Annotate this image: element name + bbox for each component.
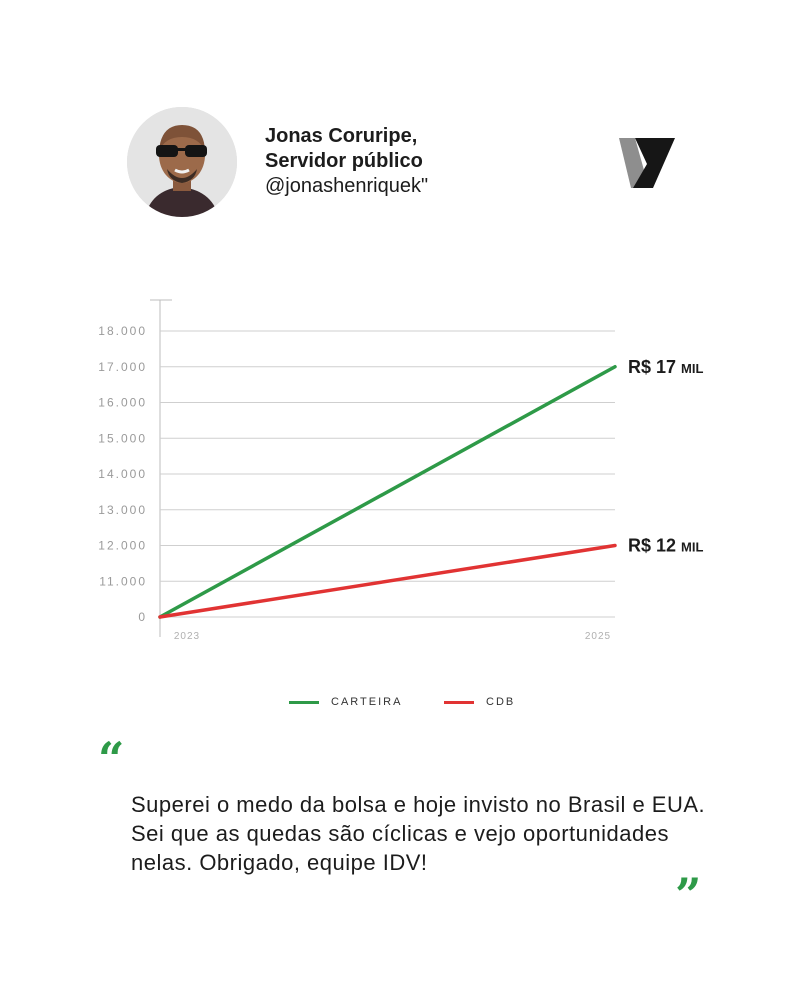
open-quote-icon: “ [98, 732, 125, 786]
profile-handle: @jonashenriquek" [265, 175, 429, 197]
legend-label-cdb: CDB [486, 696, 516, 708]
profile-role: Servidor público [265, 150, 423, 172]
end-value-label-cdb: R$ 12 MIL [628, 536, 703, 556]
legend-swatch-cdb [444, 700, 474, 704]
close-quote-icon: ” [675, 868, 702, 922]
legend-item-carteira: CARTEIRA [289, 696, 402, 708]
end-value-label-carteira: R$ 17 MIL [628, 357, 703, 377]
y-tick-label: 17.000 [98, 360, 147, 374]
y-tick-label: 13.000 [98, 503, 147, 517]
chart-legend: CARTEIRA CDB [0, 696, 801, 716]
y-tick-label: 11.000 [99, 574, 147, 588]
profile-block: Jonas Coruripe, Servidor público @jonash… [265, 124, 428, 199]
profile-name: Jonas Coruripe, [265, 125, 418, 147]
testimonial-text: Superei o medo da bolsa e hoje invisto n… [131, 792, 706, 875]
y-tick-label: 0 [138, 610, 147, 624]
legend-swatch-carteira [289, 700, 319, 704]
avatar-photo [127, 107, 237, 217]
legend-item-cdb: CDB [444, 696, 515, 708]
brand-logo-icon [619, 138, 675, 188]
avatar [127, 107, 237, 217]
y-tick-label: 12.000 [98, 539, 147, 553]
series-line-cdb [158, 543, 617, 619]
x-tick-label: 2025 [585, 631, 611, 642]
end-value-unit: MIL [681, 540, 703, 555]
legend-label-carteira: CARTEIRA [331, 696, 403, 708]
y-tick-label: 16.000 [98, 396, 147, 410]
x-tick-label: 2023 [174, 631, 200, 642]
y-tick-label: 15.000 [98, 431, 147, 445]
y-tick-label: 18.000 [98, 324, 147, 338]
line-chart: 18.000 17.000 16.000 15.000 14.000 13.000 12.0… [98, 299, 703, 642]
series-line-carteira [158, 365, 617, 619]
y-tick-label: 14.000 [98, 467, 147, 481]
end-value-unit: MIL [681, 361, 703, 376]
